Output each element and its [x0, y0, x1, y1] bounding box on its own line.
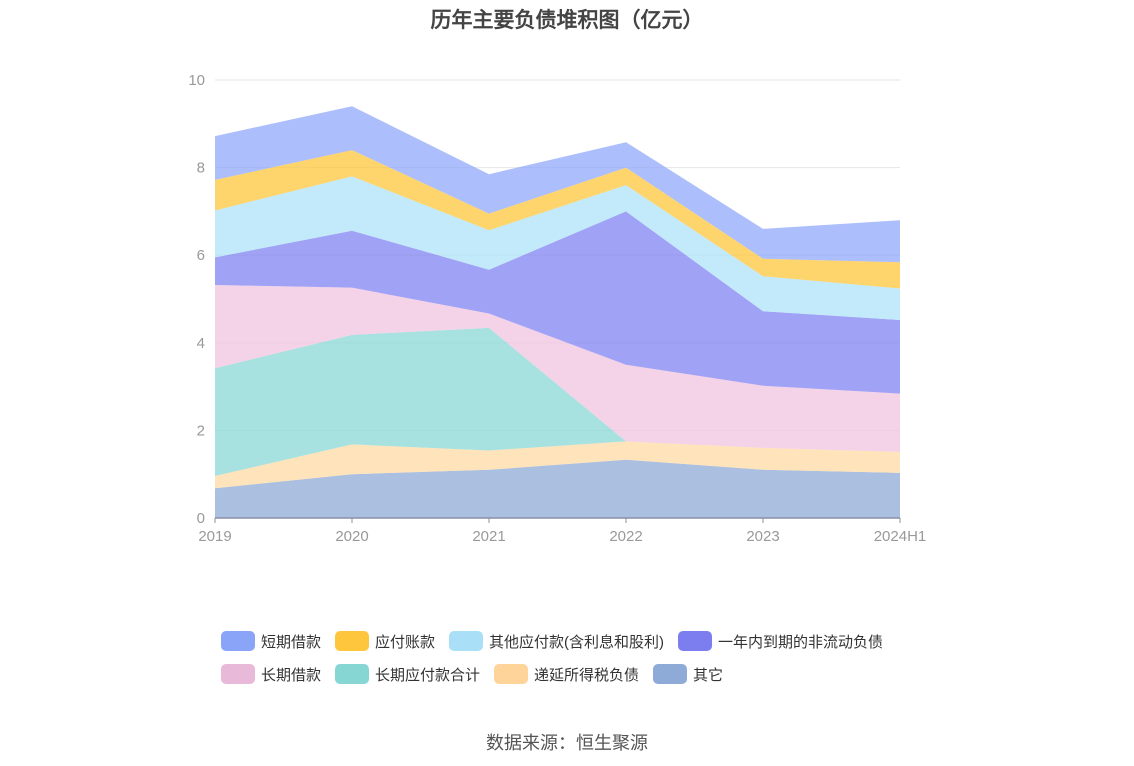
area-其它	[215, 459, 900, 518]
y-tick-label: 10	[188, 72, 205, 89]
legend-item[interactable]: 一年内到期的非流动负债	[678, 630, 883, 652]
legend: 短期借款 应付账款 其他应付款(含利息和股利) 一年内到期的非流动负债长期借款 长期应付…	[221, 630, 941, 685]
y-tick-label: 4	[197, 335, 205, 352]
y-tick-label: 8	[197, 160, 205, 177]
area-一年内到期的非流动负债	[215, 211, 900, 394]
area-递延所得税负债	[215, 441, 900, 489]
data-source-note: 数据来源：恒生聚源	[486, 733, 648, 753]
area-短期借款	[215, 106, 900, 263]
area-长期应付款合计	[215, 327, 900, 476]
x-tick-label: 2021	[472, 528, 505, 545]
legend-label: 一年内到期的非流动负债	[718, 633, 884, 651]
legend-swatch	[494, 664, 529, 684]
legend-item[interactable]: 长期借款	[221, 663, 321, 685]
area-series	[215, 106, 900, 518]
legend-swatch	[449, 631, 484, 651]
legend-swatch	[221, 664, 255, 684]
legend-label: 其它	[693, 666, 724, 684]
area-应付账款	[215, 150, 900, 289]
y-tick-label: 0	[197, 510, 205, 527]
y-tick-label: 6	[197, 247, 205, 264]
legend-item[interactable]: 递延所得税负债	[494, 663, 639, 685]
legend-swatch	[335, 664, 370, 684]
legend-item[interactable]: 其它	[653, 663, 723, 685]
legend-item[interactable]: 应付账款	[335, 630, 435, 652]
x-tick-label: 2022	[609, 528, 642, 545]
legend-swatch	[678, 631, 713, 651]
x-tick-label: 2019	[198, 528, 231, 545]
legend-label: 应付账款	[375, 633, 436, 651]
x-tick-label: 2020	[335, 528, 368, 545]
legend-item[interactable]: 短期借款	[221, 630, 321, 652]
legend-item[interactable]: 长期应付款合计	[335, 663, 480, 685]
legend-label: 短期借款	[261, 633, 322, 651]
area-其他应付款(含利息和股利)	[215, 176, 900, 320]
x-tick-label: 2023	[746, 528, 779, 545]
legend-item[interactable]: 其他应付款(含利息和股利)	[449, 630, 664, 652]
axes: 0 2 4 6 8 10 2019 2020 2021 2022 2023 2024H1	[188, 72, 926, 545]
legend-swatch	[653, 664, 688, 684]
legend-swatch	[221, 631, 255, 651]
legend-label: 长期借款	[261, 666, 322, 684]
chart-title: 历年主要负债堆积图（亿元）	[430, 9, 704, 32]
legend-label: 其他应付款(含利息和股利)	[489, 633, 665, 651]
legend-label: 长期应付款合计	[375, 666, 481, 684]
area-长期借款	[215, 285, 900, 452]
x-tick-label: 2024H1	[874, 528, 927, 545]
y-tick-label: 2	[197, 422, 205, 439]
legend-label: 递延所得税负债	[534, 666, 640, 684]
legend-swatch	[335, 631, 370, 651]
